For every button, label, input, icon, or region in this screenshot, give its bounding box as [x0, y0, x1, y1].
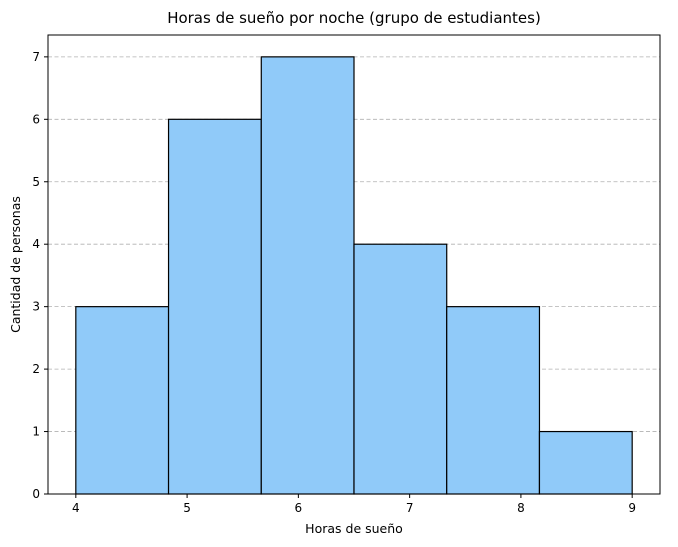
histogram-bar	[260, 56, 355, 495]
y-axis-ticks: 0 1 2 3 4 5 6 7	[32, 50, 48, 501]
histogram-bar	[167, 118, 262, 495]
plot-frame	[47, 34, 661, 495]
chart-title: Horas de sueño por noche (grupo de estud…	[167, 9, 541, 27]
histogram-bar	[538, 430, 633, 495]
histogram-bar	[353, 243, 448, 495]
x-tick-label: 8	[517, 501, 525, 515]
x-axis-label: Horas de sueño	[305, 521, 403, 536]
x-tick-label: 9	[628, 501, 636, 515]
y-tick-label: 4	[32, 237, 40, 251]
x-tick-label: 7	[406, 501, 414, 515]
histogram-bar	[446, 306, 541, 495]
y-tick-label: 5	[32, 175, 40, 189]
x-axis-ticks: 4 5 6 7 8 9	[72, 494, 636, 515]
y-tick-label: 2	[32, 362, 40, 376]
y-tick-label: 0	[32, 487, 40, 501]
x-tick-label: 6	[295, 501, 303, 515]
y-tick-label: 7	[32, 50, 40, 64]
histogram-bar	[75, 306, 170, 495]
y-axis-label: Cantidad de personas	[8, 196, 23, 333]
y-tick-label: 1	[32, 425, 40, 439]
y-tick-label: 6	[32, 112, 40, 126]
bars	[75, 56, 633, 495]
x-tick-label: 5	[183, 501, 191, 515]
y-tick-label: 3	[32, 300, 40, 314]
x-tick-label: 4	[72, 501, 80, 515]
